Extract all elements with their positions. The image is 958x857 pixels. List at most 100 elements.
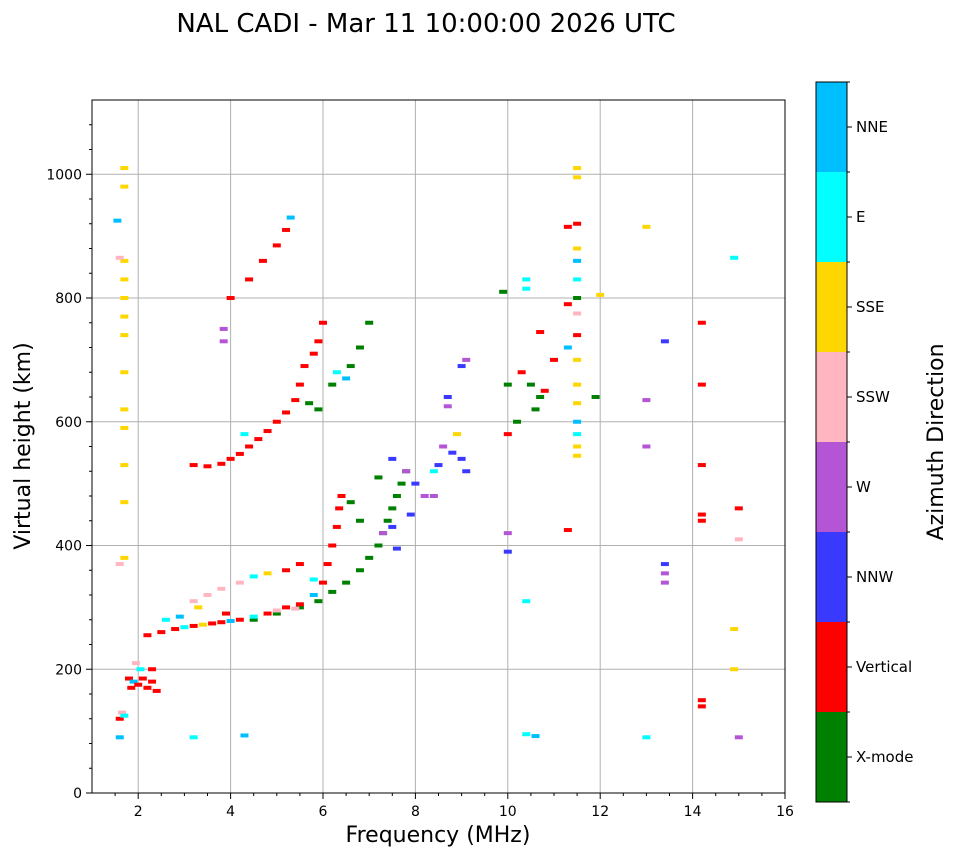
- echo-point: [730, 255, 739, 260]
- echo-point: [526, 382, 535, 387]
- x-axis-label: Frequency (MHz): [346, 823, 531, 848]
- echo-point: [342, 376, 351, 381]
- echo-point: [314, 407, 323, 412]
- echo-point: [138, 676, 147, 681]
- echo-point: [332, 370, 341, 375]
- echo-point: [388, 456, 397, 461]
- echo-point: [245, 444, 254, 449]
- echo-point: [573, 382, 582, 387]
- y-tick-label: 400: [55, 539, 82, 555]
- echo-point: [249, 574, 258, 579]
- echo-point: [291, 606, 300, 611]
- echo-point: [406, 512, 415, 517]
- echo-point: [161, 617, 170, 622]
- echo-point: [194, 605, 203, 610]
- echo-point: [263, 611, 272, 616]
- echo-point: [189, 735, 198, 740]
- echo-point: [309, 577, 318, 582]
- echo-point: [272, 243, 281, 248]
- colorbar-segment: [816, 532, 847, 622]
- echo-point: [522, 732, 531, 737]
- echo-point: [120, 463, 129, 468]
- y-tick-label: 200: [55, 662, 82, 678]
- echo-point: [573, 175, 582, 180]
- echo-point: [429, 469, 438, 474]
- echo-point: [499, 289, 508, 294]
- echo-point: [120, 258, 129, 263]
- x-tick-label: 8: [411, 804, 420, 820]
- echo-point: [115, 255, 124, 260]
- echo-point: [443, 404, 452, 409]
- echo-point: [235, 617, 244, 622]
- echo-point: [203, 464, 212, 469]
- x-axis: 2 4 6 8 10 12 14 16: [114, 793, 794, 820]
- echo-point: [189, 623, 198, 628]
- colorbar-segment: [816, 352, 847, 442]
- data-points: [113, 166, 743, 740]
- echo-point: [730, 627, 739, 632]
- echo-point: [434, 463, 443, 468]
- echo-point: [217, 620, 226, 625]
- echo-point: [411, 481, 420, 486]
- echo-point: [642, 444, 651, 449]
- echo-point: [355, 345, 364, 350]
- echo-point: [457, 364, 466, 369]
- echo-point: [120, 166, 129, 171]
- colorbar-tick-label: NNW: [856, 568, 893, 586]
- colorbar-segment: [816, 82, 847, 172]
- echo-point: [734, 506, 743, 511]
- echo-point: [388, 506, 397, 511]
- echo-point: [323, 562, 332, 567]
- echo-point: [573, 333, 582, 338]
- colorbar-tick-label: E: [856, 208, 865, 226]
- echo-point: [120, 500, 129, 505]
- echo-point: [120, 333, 129, 338]
- echo-point: [120, 713, 129, 718]
- echo-point: [120, 425, 129, 430]
- echo-point: [120, 296, 129, 300]
- colorbar-segment: [816, 442, 847, 532]
- echo-point: [462, 357, 471, 362]
- echo-point: [660, 339, 669, 344]
- echo-point: [263, 429, 272, 434]
- echo-point: [660, 580, 669, 585]
- echo-point: [573, 166, 582, 171]
- echo-point: [392, 546, 401, 551]
- echo-point: [300, 364, 309, 369]
- echo-point: [309, 351, 318, 356]
- echo-point: [314, 599, 323, 604]
- echo-point: [295, 602, 304, 607]
- echo-point: [573, 453, 582, 458]
- echo-point: [272, 608, 281, 613]
- echo-point: [217, 461, 226, 466]
- echo-point: [120, 407, 129, 412]
- colorbar-tick-label: Vertical: [856, 658, 912, 676]
- echo-point: [134, 682, 143, 687]
- echo-point: [573, 221, 582, 226]
- echo-point: [503, 531, 512, 536]
- echo-point: [596, 292, 605, 297]
- echo-point: [189, 463, 198, 468]
- echo-point: [365, 555, 374, 560]
- echo-point: [392, 494, 401, 498]
- echo-point: [697, 463, 706, 468]
- echo-point: [573, 401, 582, 406]
- echo-point: [272, 611, 281, 616]
- x-tick-label: 10: [499, 804, 517, 820]
- echo-point: [235, 580, 244, 585]
- plot-area: [92, 100, 785, 793]
- echo-point: [226, 296, 235, 300]
- echo-point: [591, 395, 600, 399]
- echo-point: [448, 450, 457, 455]
- echo-point: [258, 258, 267, 263]
- echo-point: [113, 218, 122, 223]
- x-tick-label: 4: [226, 804, 235, 820]
- echo-point: [642, 735, 651, 740]
- echo-point: [374, 543, 383, 548]
- colorbar-tick-label: SSW: [856, 388, 890, 406]
- echo-point: [282, 410, 291, 415]
- echo-point: [120, 277, 129, 282]
- echo-point: [536, 330, 545, 335]
- echo-point: [522, 599, 531, 604]
- echo-point: [383, 518, 392, 523]
